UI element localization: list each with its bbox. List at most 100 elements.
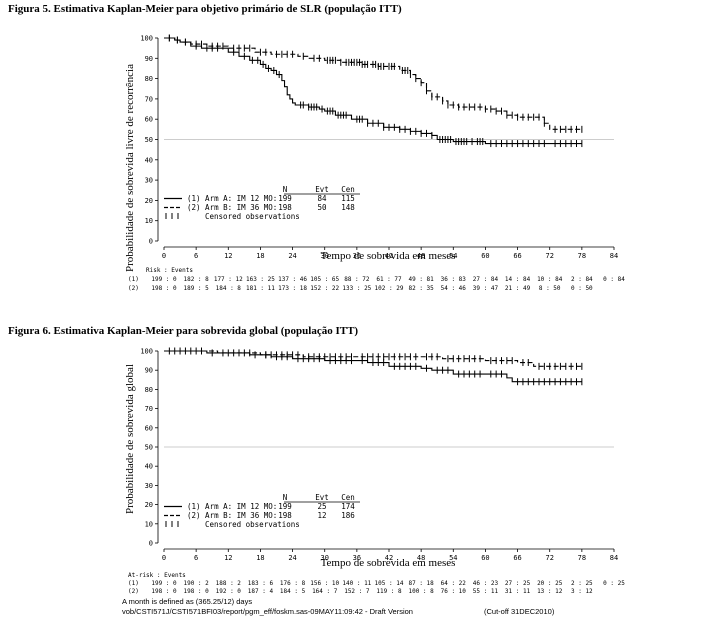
legend-row-1-label: (1) Arm A: IM 12 MO: bbox=[187, 194, 277, 203]
figure-5-title: Figura 5. Estimativa Kaplan-Meier para o… bbox=[8, 3, 402, 15]
risk-value: 87 : 18 bbox=[408, 580, 434, 587]
figure-5-km-chart: Probabilidade de sobrevida livre de reco… bbox=[124, 34, 625, 292]
risk-value: 164 : 7 bbox=[312, 588, 338, 595]
legend-row-1-evt: 84 bbox=[317, 194, 327, 203]
legend-header-n: N bbox=[283, 493, 288, 502]
figure-6-legend: N Evt Cen (1) Arm A: IM 12 MO: 199 25 17… bbox=[164, 493, 360, 529]
risk-value: 36 : 83 bbox=[441, 276, 467, 283]
x-tick-label: 48 bbox=[417, 554, 425, 562]
y-tick-label: 0 bbox=[149, 238, 153, 246]
risk-value: 152 : 7 bbox=[344, 588, 370, 595]
risk-value: 184 : 5 bbox=[280, 588, 306, 595]
risk-value: 3 : 12 bbox=[571, 588, 593, 595]
risk-value: 27 : 84 bbox=[473, 276, 499, 283]
y-tick-label: 100 bbox=[140, 35, 153, 43]
x-tick-label: 54 bbox=[449, 554, 457, 562]
risk-value: 2 : 84 bbox=[571, 276, 593, 283]
figure-6-y-axis-label: Probabilidade de sobrevida global bbox=[124, 364, 136, 514]
x-tick-label: 72 bbox=[545, 554, 553, 562]
x-tick-label: 0 bbox=[162, 252, 166, 260]
risk-value: 61 : 77 bbox=[376, 276, 402, 283]
risk-value: 102 : 29 bbox=[375, 285, 404, 292]
x-tick-label: 78 bbox=[578, 554, 586, 562]
y-tick-label: 80 bbox=[145, 75, 153, 83]
legend-row-1-cen: 115 bbox=[341, 194, 355, 203]
legend-row-1-n: 199 bbox=[278, 502, 292, 511]
risk-value: 82 : 35 bbox=[408, 285, 434, 292]
risk-value: 140 : 11 bbox=[342, 580, 371, 587]
risk-value: 177 : 12 bbox=[214, 276, 243, 283]
x-tick-label: 12 bbox=[224, 252, 232, 260]
y-tick-label: 90 bbox=[145, 367, 153, 375]
risk-value: 49 : 81 bbox=[408, 276, 434, 283]
x-tick-label: 78 bbox=[578, 252, 586, 260]
y-tick-label: 70 bbox=[145, 95, 153, 103]
risk-value: 183 : 6 bbox=[248, 580, 274, 587]
figure-6-km-chart: Probabilidade de sobrevida global 0 10 20 3… bbox=[124, 347, 625, 595]
y-tick-label: 30 bbox=[145, 482, 153, 490]
risk-value: 198 : 0 bbox=[151, 285, 177, 292]
legend-header-evt: Evt bbox=[315, 493, 329, 502]
legend-row-1-evt: 25 bbox=[317, 502, 326, 511]
risk-value: 163 : 25 bbox=[246, 276, 275, 283]
risk-value: 187 : 4 bbox=[248, 588, 274, 595]
x-tick-label: 84 bbox=[610, 252, 618, 260]
risk-value: 31 : 11 bbox=[505, 588, 531, 595]
risk-value: 198 : 0 bbox=[183, 588, 209, 595]
x-tick-label: 72 bbox=[545, 252, 553, 260]
risk-value: 176 : 8 bbox=[280, 580, 306, 587]
risk-value: 46 : 23 bbox=[473, 580, 499, 587]
legend-censor-marks bbox=[165, 521, 179, 527]
x-tick-label: 42 bbox=[385, 554, 393, 562]
risk-value: 64 : 22 bbox=[441, 580, 467, 587]
risk-row-2-label: (2) bbox=[128, 285, 139, 292]
risk-header: Risk : Events bbox=[146, 267, 193, 274]
y-tick-label: 70 bbox=[145, 405, 153, 413]
risk-value: 55 : 11 bbox=[473, 588, 499, 595]
risk-value: 181 : 11 bbox=[246, 285, 275, 292]
y-tick-label: 60 bbox=[145, 424, 153, 432]
risk-value: 0 : 50 bbox=[571, 285, 593, 292]
risk-value: 76 : 10 bbox=[441, 588, 467, 595]
risk-value: 199 : 0 bbox=[151, 276, 177, 283]
y-tick-label: 10 bbox=[145, 520, 153, 528]
legend-censored-label: Censored observations bbox=[205, 520, 300, 529]
legend-header-cen: Cen bbox=[341, 493, 355, 502]
y-tick-label: 90 bbox=[145, 55, 153, 63]
risk-value: 192 : 0 bbox=[216, 588, 242, 595]
legend-row-2-n: 198 bbox=[278, 511, 292, 520]
risk-value: 27 : 25 bbox=[505, 580, 531, 587]
y-tick-label: 40 bbox=[145, 156, 153, 164]
y-tick-label: 80 bbox=[145, 386, 153, 394]
risk-value: 100 : 8 bbox=[408, 588, 434, 595]
legend-row-2-label: (2) Arm B: IM 36 MO: bbox=[187, 203, 277, 212]
risk-value: 189 : 5 bbox=[183, 285, 209, 292]
risk-value: 21 : 49 bbox=[505, 285, 531, 292]
risk-value: 182 : 8 bbox=[183, 276, 209, 283]
y-tick-label: 30 bbox=[145, 177, 153, 185]
legend-row-2-n: 198 bbox=[278, 203, 292, 212]
figure-6-x-axis-label: Tempo de sobrevida em meses bbox=[321, 557, 456, 569]
risk-row-2-label: (2) bbox=[128, 588, 139, 595]
risk-value: 2 : 25 bbox=[571, 580, 593, 587]
x-tick-label: 30 bbox=[320, 252, 328, 260]
x-tick-label: 12 bbox=[224, 554, 232, 562]
x-tick-label: 6 bbox=[194, 554, 198, 562]
figure-6-title: Figura 6. Estimativa Kaplan-Meier para s… bbox=[8, 325, 359, 337]
x-tick-label: 84 bbox=[610, 554, 618, 562]
risk-value: 8 : 50 bbox=[539, 285, 561, 292]
risk-value: 0 : 84 bbox=[603, 276, 625, 283]
figure-5-y-axis-label: Probabilidade de sobrevida livre de reco… bbox=[124, 64, 136, 272]
x-tick-label: 42 bbox=[385, 252, 393, 260]
figure-5-x-axis-label: Tempo de sobrevida em meses bbox=[321, 250, 456, 262]
risk-row-1-label: (1) bbox=[128, 580, 139, 587]
x-tick-label: 18 bbox=[256, 554, 264, 562]
x-tick-label: 60 bbox=[481, 252, 489, 260]
risk-value: 13 : 12 bbox=[537, 588, 563, 595]
risk-value: 0 : 25 bbox=[603, 580, 625, 587]
km-curve-arm-a bbox=[164, 37, 582, 145]
y-tick-label: 50 bbox=[145, 136, 153, 144]
risk-value: 20 : 25 bbox=[537, 580, 563, 587]
legend-row-2-cen: 186 bbox=[341, 511, 355, 520]
x-tick-label: 36 bbox=[353, 554, 361, 562]
